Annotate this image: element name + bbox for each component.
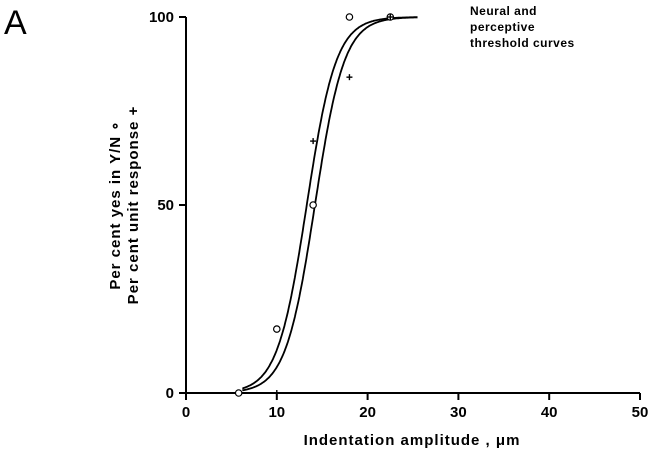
y-ticks: 0 50 100 (149, 9, 186, 402)
y-axis-label-line-1: Per cent yes in Y/N ∘ (107, 120, 124, 289)
fit-curve-2 (242, 16, 418, 390)
x-tick-label-40: 40 (541, 404, 558, 421)
x-tick-label-50: 50 (632, 404, 649, 421)
x-tick-label-0: 0 (182, 404, 190, 421)
x-ticks: 0 10 20 30 40 50 (182, 393, 649, 421)
panel-label: A (4, 4, 27, 42)
fitted-curves (242, 16, 418, 392)
point-plus-1 (273, 390, 280, 396)
x-tick-label-30: 30 (450, 404, 467, 421)
data-points (234, 13, 395, 397)
annotation-block: Neural and perceptive threshold curves (470, 4, 575, 50)
point-plus-2 (310, 138, 317, 145)
annotation-line-2: perceptive (470, 20, 535, 34)
point-circle-1 (234, 389, 243, 397)
point-circle-3 (309, 201, 317, 209)
y-tick-label-100: 100 (149, 9, 174, 26)
fit-curve-1 (242, 16, 418, 392)
x-axis-label: Indentation amplitude , μm (304, 432, 521, 449)
y-tick-label-50: 50 (157, 197, 174, 214)
x-tick-label-20: 20 (359, 404, 376, 421)
y-axis-label: Per cent yes in Y/N ∘ Per cent unit resp… (107, 106, 142, 305)
point-circle-2 (272, 325, 281, 333)
annotation-line-1: Neural and (470, 4, 537, 18)
y-tick-label-0: 0 (166, 385, 174, 402)
x-tick-label-10: 10 (268, 404, 285, 421)
annotation-line-3: threshold curves (470, 36, 575, 50)
y-axis-label-line-2: Per cent unit response + (125, 106, 142, 305)
point-plus-3 (346, 74, 353, 81)
point-circle-4 (345, 13, 354, 21)
point-plus-4 (387, 14, 394, 20)
